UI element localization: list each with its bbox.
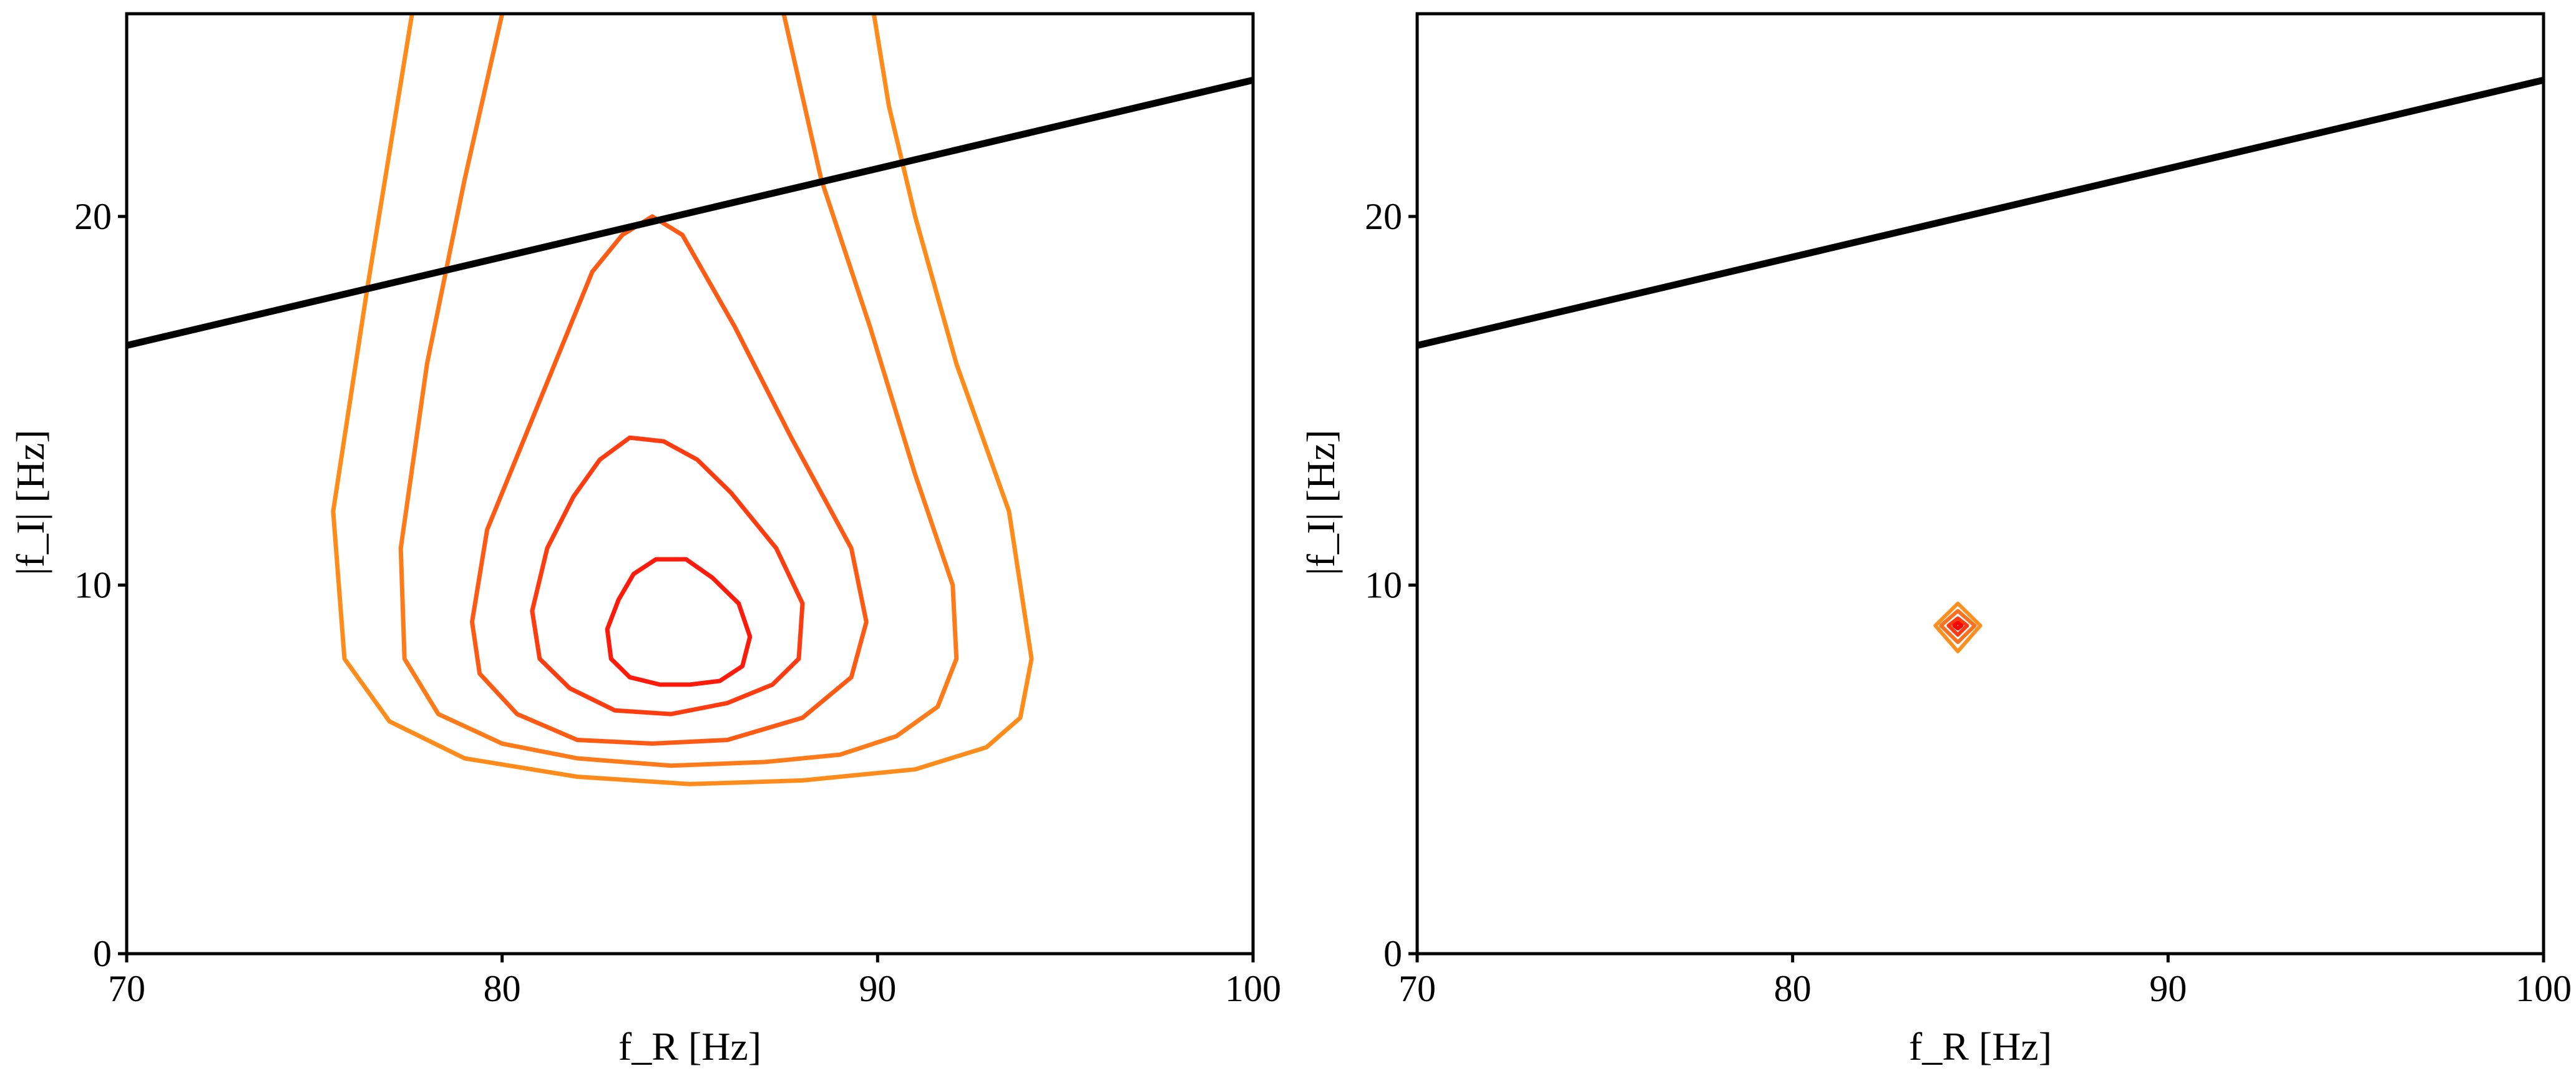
y-tick-label: 20 bbox=[74, 196, 112, 237]
chart-panel-2: 70 80 90 100 0 10 20 f_R [Hz] |f_I| [Hz] bbox=[1299, 12, 2572, 1069]
contour-line-1 bbox=[331, 14, 1034, 786]
x-tick-label: 90 bbox=[859, 968, 896, 1009]
contour-line-4 bbox=[530, 435, 805, 717]
y-tick-label: 20 bbox=[1365, 196, 1402, 237]
plot-area bbox=[127, 14, 1253, 786]
contour-line-5 bbox=[605, 557, 753, 687]
x-tick-label: 100 bbox=[2515, 968, 2572, 1009]
y-axis-title: |f_I| [Hz] bbox=[1299, 429, 1343, 575]
y-tick-label: 0 bbox=[1383, 933, 1402, 974]
y-tick-label: 0 bbox=[93, 933, 112, 974]
plot-frame bbox=[1415, 12, 2545, 956]
contour-line-4 bbox=[1952, 620, 1964, 631]
contour-line-3 bbox=[470, 214, 869, 746]
x-tick-label: 70 bbox=[1398, 968, 1436, 1009]
contour-line-2 bbox=[1939, 609, 1977, 644]
x-axis-title: f_R [Hz] bbox=[618, 1024, 761, 1069]
x-tick-label: 100 bbox=[1225, 968, 1281, 1009]
plot-area bbox=[1417, 76, 2544, 653]
x-tick-label: 70 bbox=[108, 968, 145, 1009]
contour-line-3 bbox=[1946, 616, 1969, 637]
y-axis-title: |f_I| [Hz] bbox=[8, 429, 52, 575]
contour-line-1 bbox=[1933, 601, 1983, 653]
contour-line-2 bbox=[398, 14, 959, 768]
y-tick-label: 10 bbox=[74, 564, 112, 605]
chart-panel-1: 70 80 90 100 0 10 20 f_R [Hz] |f_I| [Hz] bbox=[8, 12, 1281, 1069]
x-axis-title: f_R [Hz] bbox=[1909, 1024, 2052, 1069]
boundary-line bbox=[127, 76, 1253, 349]
x-tick-label: 80 bbox=[1774, 968, 1812, 1009]
y-tick-label: 10 bbox=[1365, 564, 1402, 605]
x-tick-label: 90 bbox=[2149, 968, 2187, 1009]
plot-frame bbox=[125, 12, 1255, 956]
boundary-line bbox=[1417, 76, 2544, 349]
x-tick-label: 80 bbox=[484, 968, 521, 1009]
